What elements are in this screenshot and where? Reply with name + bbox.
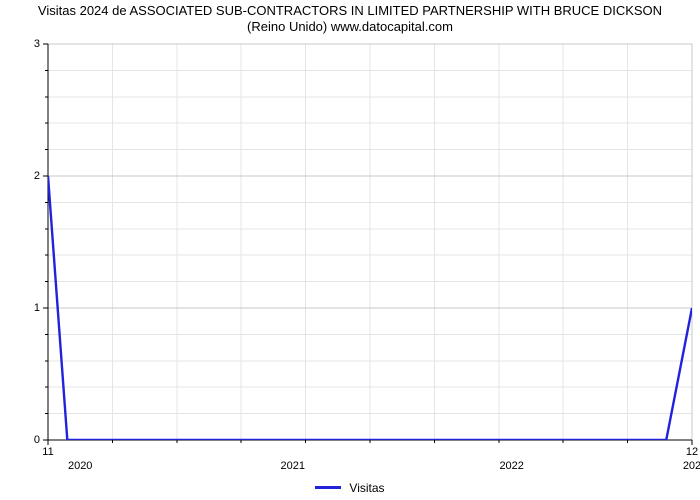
legend-label: Visitas (349, 481, 384, 495)
chart-plot-area: 01231112202020212022202 (0, 0, 700, 500)
svg-text:3: 3 (34, 38, 40, 50)
svg-text:1: 1 (34, 302, 40, 314)
figure-root: { "chart": { "type": "line", "title_line… (0, 0, 700, 500)
svg-text:12: 12 (686, 446, 698, 458)
legend-swatch (315, 486, 341, 489)
svg-text:11: 11 (42, 446, 53, 458)
svg-text:2: 2 (34, 170, 40, 182)
legend-item-visitas: Visitas (315, 481, 384, 495)
svg-text:2021: 2021 (280, 460, 304, 472)
svg-text:2020: 2020 (68, 460, 92, 472)
chart-legend: Visitas (0, 478, 700, 495)
svg-text:0: 0 (34, 434, 40, 446)
chart-svg: 01231112202020212022202 (0, 0, 700, 500)
svg-text:2022: 2022 (499, 460, 523, 472)
svg-text:202: 202 (683, 460, 700, 472)
